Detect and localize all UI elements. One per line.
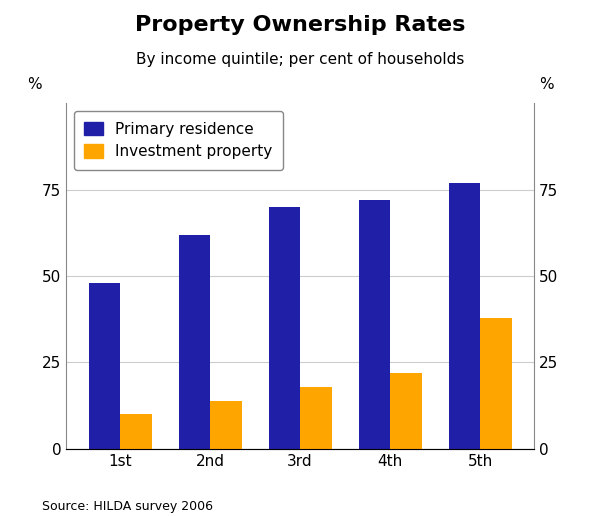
- Title: By income quintile; per cent of households: By income quintile; per cent of househol…: [136, 52, 464, 67]
- Text: %: %: [27, 77, 42, 92]
- Text: Source: HILDA survey 2006: Source: HILDA survey 2006: [42, 501, 213, 513]
- Bar: [480, 317, 511, 449]
- Bar: [269, 207, 300, 449]
- Bar: [120, 414, 151, 449]
- Bar: [359, 200, 390, 449]
- Text: Property Ownership Rates: Property Ownership Rates: [135, 15, 465, 36]
- Legend: Primary residence, Investment property: Primary residence, Investment property: [74, 111, 283, 170]
- Bar: [449, 183, 480, 449]
- Text: %: %: [539, 77, 554, 92]
- Bar: [390, 373, 422, 449]
- Bar: [179, 235, 210, 449]
- Bar: [300, 386, 331, 449]
- Bar: [89, 283, 120, 449]
- Bar: [210, 400, 241, 449]
